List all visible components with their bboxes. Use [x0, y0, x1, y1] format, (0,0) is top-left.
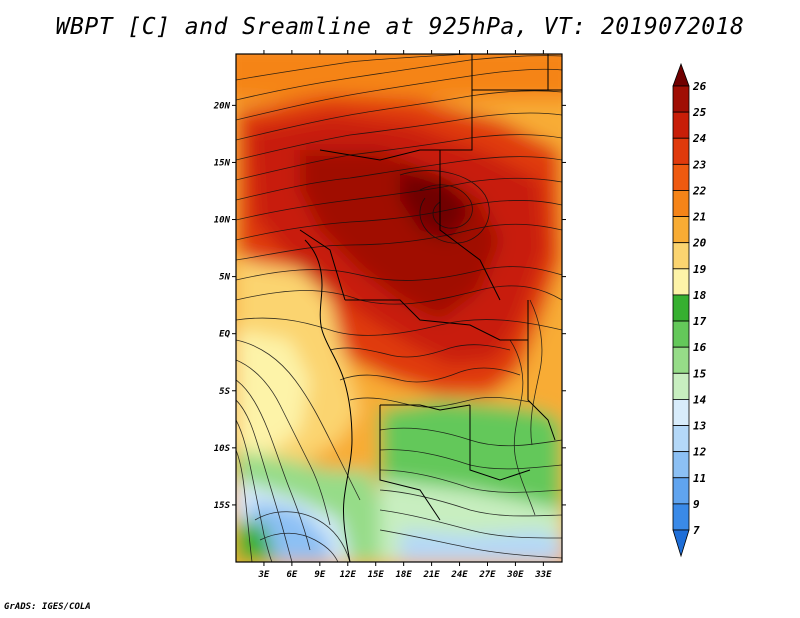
- colorbar-box: [672, 190, 690, 217]
- lon-tick-label: 18E: [396, 570, 413, 580]
- lat-tick-label: 20N: [213, 101, 231, 111]
- streamlines: [236, 54, 562, 562]
- map-title: WBPT [C] and Sreamline at 925hPa, VT: 20…: [55, 14, 745, 40]
- lon-tick-label: 33E: [534, 570, 552, 580]
- lon-tick-label: 30E: [506, 570, 524, 580]
- lat-tick-label: 15N: [214, 158, 231, 168]
- colorbar-box: [672, 216, 690, 244]
- colorbar: 7 9 11 12 13 14 15 16 17 18 19 20 21 22 23 24 25 26: [672, 62, 707, 558]
- colorbar-label: 25: [692, 106, 707, 119]
- lat-tick-label: 10S: [214, 444, 231, 454]
- colorbar-box: [672, 242, 690, 270]
- colorbar-label: 9: [693, 498, 700, 511]
- colorbar-label: 15: [693, 367, 707, 380]
- colorbar-label: 18: [693, 289, 707, 302]
- colorbar-box: [672, 346, 690, 374]
- lon-tick-label: 6E: [286, 570, 297, 580]
- colorbar-box: [672, 451, 690, 479]
- lon-tick-label: 27E: [478, 570, 496, 580]
- lat-tick-label: 10N: [214, 216, 231, 226]
- colorbar-label: 13: [693, 420, 707, 433]
- colorbar-label: 20: [692, 237, 707, 250]
- colorbar-box: [672, 163, 690, 191]
- lon-tick-label: 21E: [422, 570, 440, 580]
- colorbar-label: 14: [693, 393, 707, 406]
- lon-tick-label: 15E: [368, 570, 385, 580]
- colorbar-label: 26: [692, 80, 707, 93]
- lat-axis: 20N 15N 10N 5N EQ 5S 10S 15S: [213, 101, 566, 511]
- lon-axis: 3E 6E 9E 12E 15E 18E 21E 24E 27E 30E 33E: [258, 50, 552, 580]
- colorbar-label: 7: [693, 524, 700, 537]
- colorbar-label: 21: [692, 211, 706, 224]
- colorbar-box: [672, 294, 690, 322]
- coastline-boundaries: [299, 54, 562, 562]
- colorbar-box: [672, 477, 690, 505]
- colorbar-label: 11: [693, 472, 706, 485]
- lon-tick-label: 12E: [340, 570, 357, 580]
- colorbar-box: [672, 503, 690, 531]
- lat-tick-label: EQ: [219, 330, 230, 340]
- colorbar-box: [672, 268, 690, 296]
- colorbar-box: [672, 111, 690, 139]
- colorbar-label: 16: [693, 341, 707, 354]
- colorbar-label: 17: [693, 315, 707, 328]
- colorbar-top-arrow: [672, 62, 690, 87]
- lat-tick-label: 15S: [214, 501, 231, 511]
- colorbar-label: 22: [692, 184, 707, 197]
- colorbar-box: [672, 372, 690, 400]
- lon-tick-label: 24E: [450, 570, 468, 580]
- colorbar-box: [672, 137, 690, 165]
- grads-credit: GrADS: IGES/COLA: [4, 602, 91, 612]
- colorbar-label: 19: [693, 263, 707, 276]
- colorbar-label: 23: [692, 158, 707, 171]
- colorbar-label: 24: [692, 132, 707, 145]
- colorbar-bottom-arrow: [672, 529, 690, 558]
- colorbar-label: 12: [693, 446, 707, 459]
- colorbar-box: [672, 399, 690, 426]
- colorbar-box: [672, 425, 690, 453]
- lon-tick-label: 9E: [314, 570, 325, 580]
- colorbar-box: [672, 320, 690, 348]
- lat-tick-label: 5S: [219, 387, 230, 397]
- lat-tick-label: 5N: [219, 273, 230, 283]
- colorbar-box: [672, 85, 690, 113]
- lon-tick-label: 3E: [258, 570, 270, 580]
- map-frame: [235, 53, 563, 563]
